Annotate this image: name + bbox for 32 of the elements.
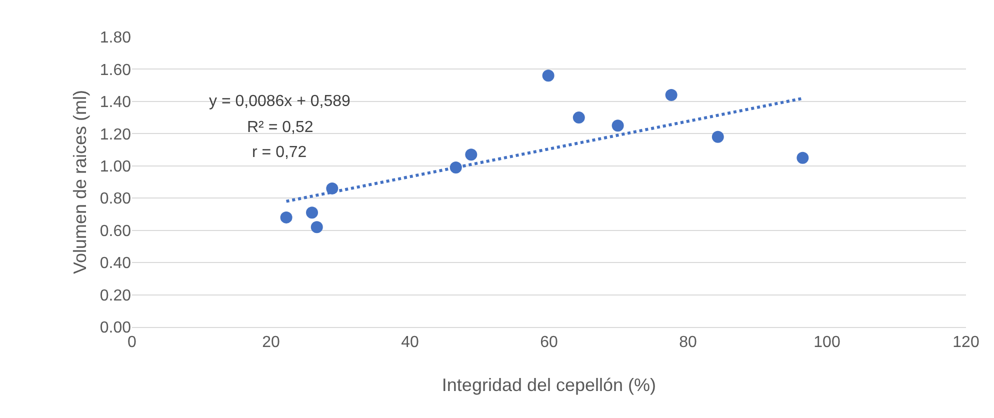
x-tick-label: 0 <box>128 334 137 352</box>
y-tick-label: 0.20 <box>100 287 132 304</box>
y-tick-label: 1.20 <box>100 126 132 144</box>
y-tick-label: 1.60 <box>100 62 132 79</box>
y-tick-label: 0.40 <box>100 255 132 272</box>
x-tick-label: 80 <box>679 334 697 352</box>
point <box>306 206 318 219</box>
y-tick-label: 0.00 <box>100 320 132 337</box>
point <box>572 112 585 124</box>
y-tick-label: 0.60 <box>100 222 132 240</box>
x-tick-label: 100 <box>814 334 840 352</box>
x-tick-label: 60 <box>540 334 558 352</box>
y-tick-label: 1.00 <box>100 158 132 176</box>
x-tick-label: 20 <box>262 334 280 352</box>
annotation: R² = 0,52 <box>247 119 314 136</box>
x-tick-label: 120 <box>952 334 980 352</box>
x-tick-label: 40 <box>401 334 419 352</box>
point <box>465 148 478 161</box>
point <box>542 70 554 82</box>
y-tick-label: 1.40 <box>100 94 132 112</box>
point <box>665 89 678 101</box>
x-axis-title: Integridad del cepellón (%) <box>442 375 656 395</box>
point <box>280 211 292 224</box>
y-axis-title: Volumen de raices (ml) <box>70 90 90 274</box>
y-tick-label: 1.80 <box>100 30 132 47</box>
annotation: y = 0,0086x + 0,589 <box>209 93 351 110</box>
point <box>310 221 323 234</box>
annotation: r = 0,72 <box>252 144 307 161</box>
point <box>796 152 809 164</box>
y-tick-label: 0.80 <box>100 190 132 208</box>
point <box>712 130 724 143</box>
point <box>612 120 624 132</box>
